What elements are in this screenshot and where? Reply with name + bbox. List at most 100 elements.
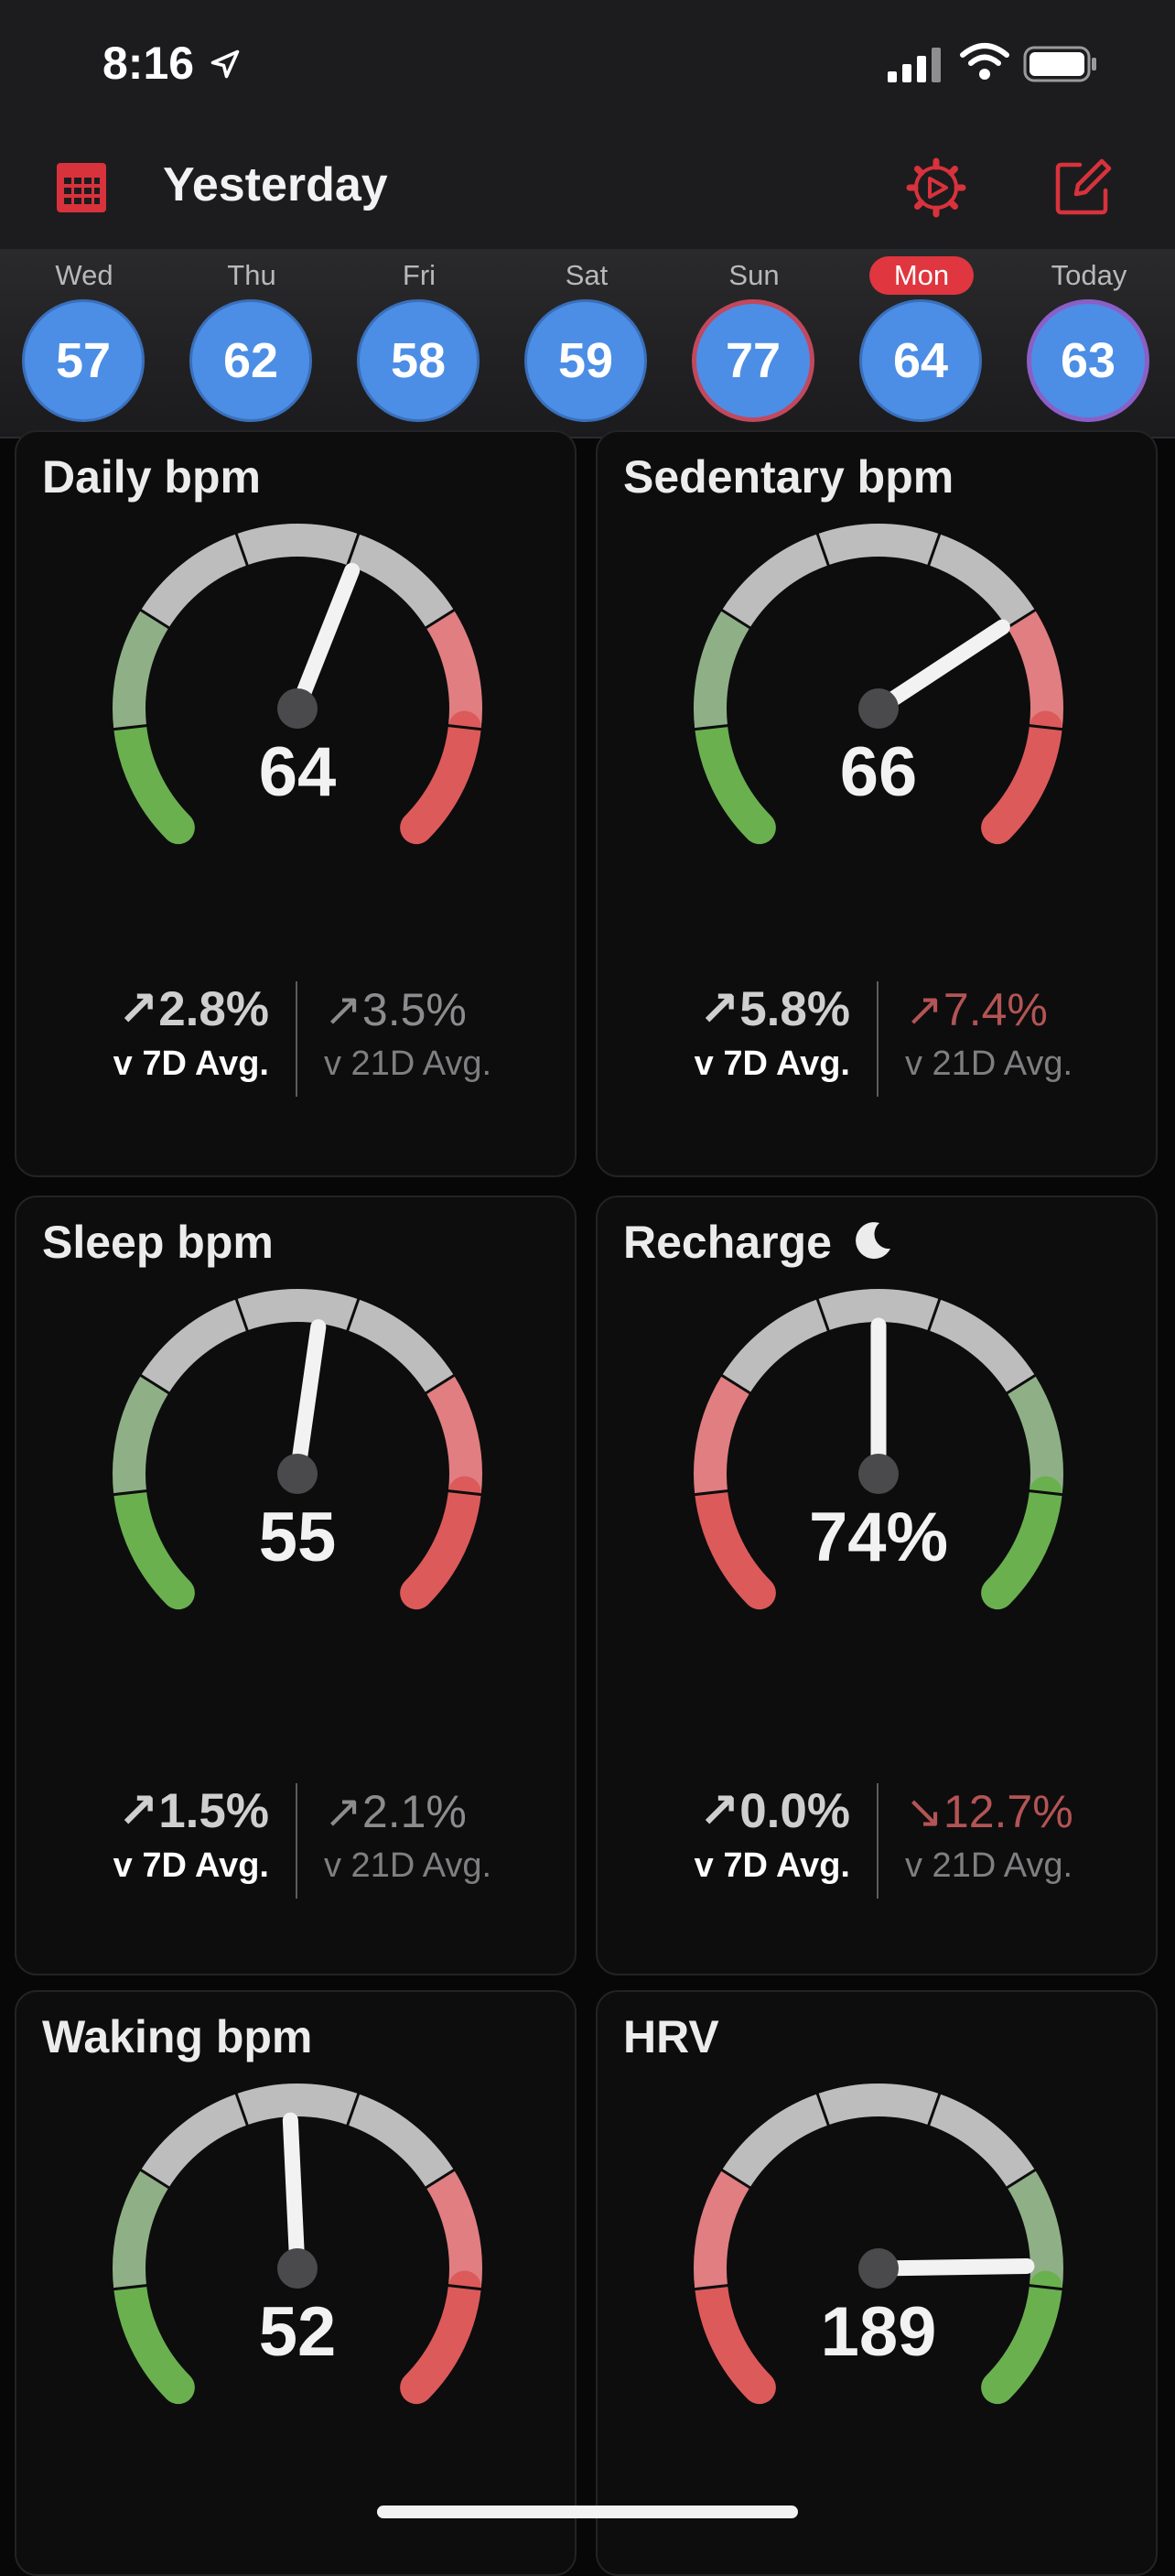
page-title: Yesterday <box>163 158 388 211</box>
gauge-separator <box>139 608 171 630</box>
stat-21d-percent: ↗3.5% <box>324 984 467 1035</box>
gauge-segment <box>817 524 940 566</box>
gauge-separator <box>234 532 249 567</box>
gauge-separator <box>927 532 942 567</box>
gauge-separator <box>234 1297 249 1332</box>
gauge-value: 52 <box>259 2293 337 2371</box>
stat-7d-label: v 7D Avg. <box>113 1846 269 1885</box>
card-title: Sleep bpm <box>42 1217 274 1268</box>
gauge: 74% <box>694 1289 1063 1610</box>
gauge-segment <box>695 710 776 845</box>
stat-7d-label: v 7D Avg. <box>694 1044 850 1083</box>
day-score-circle[interactable]: 77 <box>692 299 814 422</box>
day-item[interactable]: Fri 58 <box>350 249 488 437</box>
gauge-segment <box>347 534 455 629</box>
edit-compose-icon[interactable] <box>1052 156 1115 218</box>
day-item[interactable]: Thu 62 <box>183 249 320 437</box>
gauge-segment <box>694 2170 750 2289</box>
home-indicator[interactable] <box>377 2506 798 2518</box>
gauge-hub <box>858 1454 899 1494</box>
gauge-segment <box>236 524 359 566</box>
gauge-separator <box>234 2092 249 2127</box>
gauge-separator <box>720 2168 752 2190</box>
metric-card-sedentary-bpm[interactable]: Sedentary bpm 66 ↗5.8% v 7D Avg. ↗7.4% v… <box>596 430 1158 1177</box>
gauge-hub <box>277 688 318 729</box>
gauge-separator <box>1005 1373 1037 1395</box>
gauge-segment <box>236 1289 359 1331</box>
gauge-needle <box>282 2112 306 2277</box>
day-item[interactable]: Wed 57 <box>16 249 153 437</box>
gauge-segment <box>400 710 481 845</box>
day-item-selected[interactable]: Mon 64 <box>853 249 990 437</box>
stat-7d-percent: ↗5.8% <box>698 982 850 1036</box>
day-label: Sat <box>565 259 609 291</box>
stat-7d: ↗2.8% v 7D Avg. <box>113 981 269 1089</box>
cellular-signal-icon <box>888 48 941 82</box>
gauge-segment <box>426 1375 482 1495</box>
day-score-circle[interactable]: 63 <box>1027 299 1149 422</box>
day-item[interactable]: Sat 59 <box>518 249 655 437</box>
nav-header: Yesterday <box>0 137 1175 249</box>
gauge-segment <box>1007 610 1063 730</box>
gauge-separator <box>113 2283 148 2291</box>
day-label: Sun <box>728 259 780 291</box>
day-label-selected: Mon <box>869 256 974 295</box>
gauge-segment <box>426 2170 482 2289</box>
comparison-stats: ↗0.0% v 7D Avg. ↘12.7% v 21D Avg. <box>598 1783 1156 1902</box>
gauge: 52 <box>113 2084 482 2405</box>
gauge-separator <box>927 2092 942 2127</box>
calendar-icon[interactable] <box>57 163 106 212</box>
metric-card-waking-bpm[interactable]: Waking bpm 52 <box>15 1990 577 2576</box>
gauge-hub <box>277 1454 318 1494</box>
stat-7d-label: v 7D Avg. <box>113 1044 269 1083</box>
stat-21d: ↗3.5% v 21D Avg. <box>324 981 491 1089</box>
gauge-separator <box>815 1297 830 1332</box>
gauge: 66 <box>694 524 1063 845</box>
metric-card-hrv[interactable]: HRV 189 <box>596 1990 1158 2576</box>
day-score-circle[interactable]: 62 <box>189 299 312 422</box>
gauge-segment <box>140 2094 248 2189</box>
day-score-circle[interactable]: 64 <box>859 299 982 422</box>
stat-21d: ↗2.1% v 21D Avg. <box>324 1783 491 1891</box>
battery-icon <box>1023 46 1096 82</box>
gauge-separator <box>1028 723 1063 731</box>
stat-21d-percent: ↗7.4% <box>905 984 1048 1035</box>
metric-card-daily-bpm[interactable]: Daily bpm 64 ↗2.8% v 7D Avg. ↗3.5% v 21D… <box>15 430 577 1177</box>
day-item[interactable]: Sun 77 <box>685 249 823 437</box>
day-score-circle[interactable]: 59 <box>524 299 647 422</box>
gauge-needle <box>289 1319 327 1482</box>
stat-7d: ↗5.8% v 7D Avg. <box>695 981 850 1089</box>
gauge-segment <box>140 1299 248 1394</box>
day-item-today[interactable]: Today 63 <box>1020 249 1158 437</box>
stat-7d: ↗0.0% v 7D Avg. <box>695 1783 850 1891</box>
gauge-separator <box>424 1373 456 1395</box>
gauge-separator <box>113 723 148 731</box>
gauge-separator <box>1028 1488 1063 1497</box>
stat-7d-percent: ↗1.5% <box>117 1784 269 1838</box>
day-label: Fri <box>402 259 437 291</box>
gauge-segment <box>113 710 195 845</box>
gauge-segment <box>113 1476 195 1610</box>
gauge-separator <box>447 1488 482 1497</box>
status-bar: 8:16 <box>0 0 1175 137</box>
gauge-separator <box>815 532 830 567</box>
gauge-segment <box>695 1476 776 1610</box>
gauge-separator <box>694 1488 729 1497</box>
metric-card-sleep-bpm[interactable]: Sleep bpm 55 ↗1.5% v 7D Avg. ↗2.1% v 21D… <box>15 1196 577 1975</box>
gauge-separator <box>346 2092 361 2127</box>
stat-divider <box>877 1783 879 1899</box>
gauge-segment <box>981 1476 1062 1610</box>
gauge-needle <box>870 2257 1035 2277</box>
gauge-segment <box>694 1375 750 1495</box>
day-score-circle[interactable]: 58 <box>357 299 480 422</box>
status-time: 8:16 <box>102 38 195 89</box>
gauge-separator <box>447 2283 482 2291</box>
card-title-text: Recharge <box>623 1217 832 1268</box>
gauge-separator <box>1005 2168 1037 2190</box>
gauge-segment <box>981 2270 1062 2405</box>
gauge-separator <box>424 2168 456 2190</box>
settings-gear-icon[interactable] <box>904 156 968 220</box>
metric-card-recharge[interactable]: Recharge 74% ↗0.0% v 7D Avg. ↘12.7% v 21… <box>596 1196 1158 1975</box>
day-score-circle[interactable]: 57 <box>22 299 145 422</box>
wifi-icon <box>960 43 1009 80</box>
